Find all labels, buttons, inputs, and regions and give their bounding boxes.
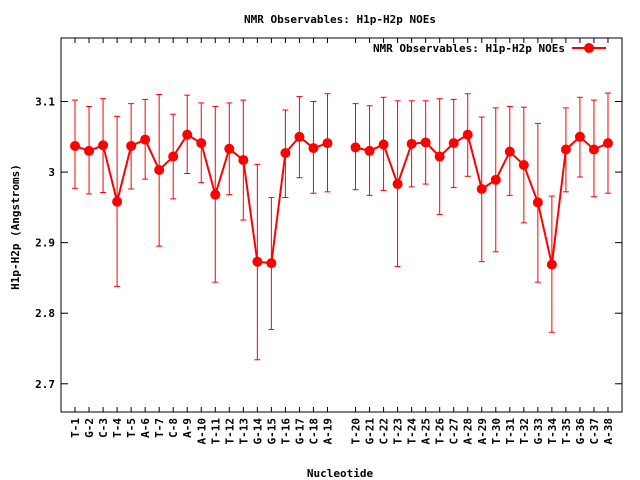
data-point — [168, 151, 179, 162]
x-tick-label: T-5 — [125, 418, 138, 438]
y-tick-label: 2.7 — [35, 378, 55, 391]
data-point — [434, 151, 445, 162]
data-point — [70, 140, 81, 151]
x-tick-label: T-26 — [434, 418, 447, 445]
x-tick-label: C-37 — [588, 418, 601, 445]
plot-marks — [70, 92, 613, 361]
x-tick-label: C-27 — [448, 418, 461, 445]
data-point — [210, 189, 221, 200]
x-tick-label: A-19 — [321, 418, 334, 445]
x-tick-label: T-30 — [490, 418, 503, 445]
x-tick-label: T-20 — [350, 418, 363, 445]
x-tick-label: C-18 — [307, 418, 320, 445]
data-point — [588, 144, 599, 155]
data-point — [280, 148, 291, 159]
data-point — [462, 129, 473, 140]
data-point — [504, 146, 515, 157]
plot-frame — [60, 37, 623, 413]
x-tick-label: T-16 — [279, 418, 292, 445]
x-axis-label: Nucleotide — [307, 467, 374, 480]
x-tick-label: G-21 — [364, 418, 377, 445]
x-tick-label: T-12 — [223, 418, 236, 445]
legend-label: NMR Observables: H1p-H2p NOEs — [373, 42, 565, 55]
data-point — [420, 137, 431, 148]
x-tick-label: T-34 — [546, 418, 559, 445]
x-tick-label: T-32 — [518, 418, 531, 445]
x-tick-label: G-33 — [532, 418, 545, 445]
data-point — [322, 138, 333, 149]
data-point — [476, 184, 487, 195]
data-point — [84, 145, 95, 156]
x-tick-label: A-28 — [462, 418, 475, 445]
legend-marker — [584, 43, 594, 53]
x-tick-label: G-2 — [83, 418, 96, 438]
y-tick-label: 3.1 — [35, 96, 55, 109]
data-point — [98, 140, 109, 151]
data-point — [196, 138, 207, 149]
data-point — [490, 174, 501, 185]
x-tick-label: A-9 — [181, 418, 194, 438]
x-tick-label: T-31 — [504, 418, 517, 445]
axes: 2.7 2.8 2.9 3 3.1 T-1 G-2 C-3 T-4 T-5 A-6 T-7 C-8 A-9… — [35, 37, 623, 445]
data-point — [266, 258, 277, 269]
data-point — [602, 138, 613, 149]
data-point — [448, 138, 459, 149]
data-point — [406, 138, 417, 149]
data-point — [140, 134, 151, 145]
data-point — [364, 145, 375, 156]
x-tick-label: G-17 — [293, 418, 306, 445]
x-tick-label: T-23 — [392, 418, 405, 445]
data-point — [252, 256, 263, 267]
x-tick-label: T-13 — [237, 418, 250, 445]
data-point — [154, 164, 165, 175]
y-tick-label: 2.8 — [35, 307, 55, 320]
x-tick-label: T-11 — [209, 418, 222, 445]
x-tick-label: G-14 — [251, 418, 264, 445]
data-point — [546, 259, 557, 270]
x-tick-label: T-4 — [111, 418, 124, 438]
x-tick-label: A-25 — [420, 418, 433, 445]
x-tick-label: T-24 — [406, 418, 419, 445]
data-point — [126, 140, 137, 151]
y-axis-label: H1p-H2p (Angstroms) — [9, 164, 22, 290]
data-point — [294, 131, 305, 142]
data-point — [308, 143, 319, 154]
data-point — [392, 179, 403, 190]
data-point — [560, 144, 571, 155]
x-tick-label: T-35 — [560, 418, 573, 445]
chart-title: NMR Observables: H1p-H2p NOEs — [244, 13, 436, 26]
x-tick-label: C-3 — [97, 418, 110, 438]
x-tick-label: T-7 — [153, 418, 166, 438]
x-tick-label: A-10 — [195, 418, 208, 445]
data-point — [378, 139, 389, 150]
y-tick-label: 2.9 — [35, 237, 55, 250]
data-point — [112, 196, 123, 207]
x-tick-label: A-6 — [139, 418, 152, 438]
x-tick-label: G-15 — [265, 418, 278, 445]
x-tick-label: A-29 — [476, 418, 489, 445]
y-tick-label: 3 — [48, 166, 55, 179]
data-point — [532, 197, 543, 208]
legend: NMR Observables: H1p-H2p NOEs — [373, 42, 606, 55]
data-point — [518, 160, 529, 171]
data-point — [238, 155, 249, 166]
data-point — [350, 142, 361, 153]
x-tick-label: C-8 — [167, 418, 180, 438]
data-point — [224, 143, 235, 154]
x-tick-label: T-1 — [69, 418, 82, 438]
x-tick-label: A-38 — [602, 418, 615, 445]
x-tick-label: C-22 — [378, 418, 391, 445]
data-point — [182, 129, 193, 140]
data-point — [574, 131, 585, 142]
x-tick-label: G-36 — [574, 418, 587, 445]
